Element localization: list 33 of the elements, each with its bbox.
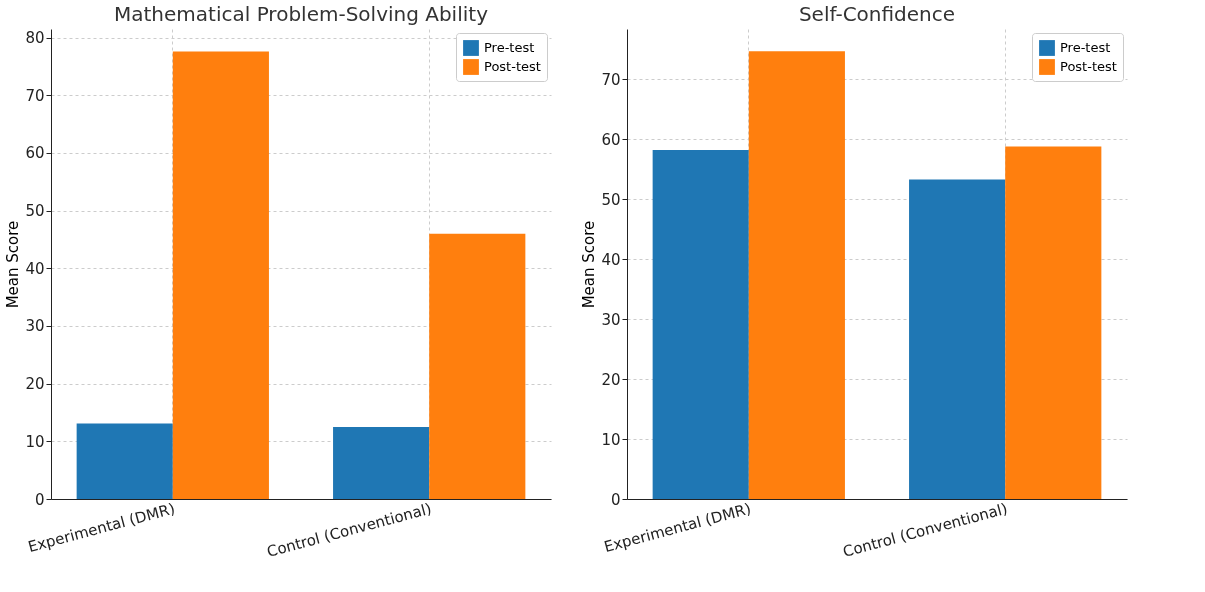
y-tick-label: 20: [25, 375, 45, 394]
y-tick-label: 60: [601, 130, 621, 149]
chart-title: Mathematical Problem-Solving Ability: [114, 2, 489, 26]
bar: [748, 51, 845, 499]
legend-label: Post-test: [1060, 59, 1117, 74]
y-tick-label: 0: [610, 490, 621, 509]
bar: [172, 51, 269, 499]
y-axis-title: Mean Score: [4, 220, 23, 309]
y-tick-label: 40: [25, 259, 45, 278]
y-tick-label: 50: [601, 190, 621, 209]
legend-label: Pre-test: [1060, 40, 1111, 55]
legend-label: Pre-test: [484, 40, 535, 55]
y-tick-label: 70: [601, 70, 621, 89]
y-tick-label: 30: [25, 317, 45, 336]
bar: [909, 179, 1006, 499]
y-axis-title: Mean Score: [580, 220, 599, 309]
y-tick-label: 0: [34, 490, 45, 509]
y-tick-label: 70: [25, 86, 45, 105]
bar: [429, 233, 526, 499]
y-tick-label: 10: [25, 432, 45, 451]
bar: [1005, 146, 1102, 499]
y-tick-label: 40: [601, 250, 621, 269]
bar: [652, 150, 749, 499]
y-tick-label: 30: [601, 310, 621, 329]
bar: [333, 426, 430, 499]
legend-label: Post-test: [484, 59, 541, 74]
y-tick-label: 60: [25, 144, 45, 163]
bar: [76, 423, 173, 499]
y-tick-label: 20: [601, 370, 621, 389]
chart-title: Self-Confidence: [798, 2, 956, 26]
y-tick-label: 80: [25, 29, 45, 48]
y-tick-label: 50: [25, 202, 45, 221]
y-tick-label: 10: [601, 430, 621, 449]
